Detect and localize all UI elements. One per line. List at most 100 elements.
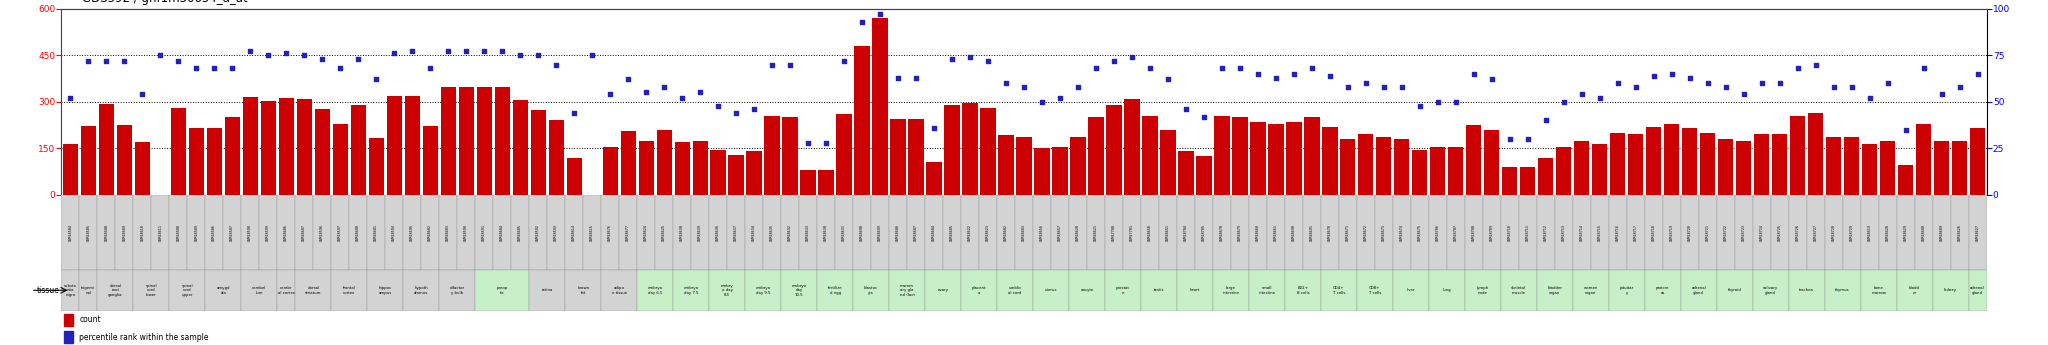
Point <box>127 91 160 97</box>
Bar <box>385 195 403 270</box>
Bar <box>1628 134 1642 195</box>
Text: GSM18602: GSM18602 <box>428 224 432 241</box>
Point <box>557 110 590 116</box>
Bar <box>854 270 889 310</box>
Text: GSM18673: GSM18673 <box>1382 224 1386 241</box>
Bar <box>1358 270 1393 310</box>
Bar <box>567 158 582 195</box>
Bar <box>207 128 221 195</box>
Text: GSM18719: GSM18719 <box>1669 224 1673 241</box>
Bar <box>1591 144 1608 195</box>
Text: GSM18594: GSM18594 <box>393 224 395 241</box>
Text: GSM18629: GSM18629 <box>1903 224 1907 241</box>
Text: GSM18598: GSM18598 <box>248 224 252 241</box>
Point <box>1962 71 1995 77</box>
Bar <box>1880 141 1894 195</box>
Bar <box>637 195 655 270</box>
Point <box>1026 99 1059 105</box>
Point <box>324 66 356 71</box>
Text: GSM18726: GSM18726 <box>1796 224 1800 241</box>
Text: umblic
al cord: umblic al cord <box>1008 286 1022 295</box>
Bar <box>1520 167 1536 195</box>
Bar <box>1573 195 1591 270</box>
Point <box>1368 84 1401 90</box>
Bar <box>1808 112 1823 195</box>
Text: GSM18686: GSM18686 <box>897 224 899 241</box>
Point <box>1458 71 1491 77</box>
Bar <box>459 87 473 195</box>
Point <box>1188 114 1221 119</box>
Bar <box>1788 195 1806 270</box>
Bar <box>1790 116 1804 195</box>
Bar <box>170 108 186 195</box>
Text: preop
tic: preop tic <box>496 286 508 295</box>
Bar <box>872 18 887 195</box>
Point <box>53 95 86 101</box>
Bar <box>422 126 438 195</box>
Text: spinal
cord
lower: spinal cord lower <box>145 284 158 297</box>
Bar <box>170 195 186 270</box>
Bar <box>799 195 817 270</box>
Point <box>180 66 213 71</box>
Bar <box>1194 195 1212 270</box>
Point <box>215 66 248 71</box>
Bar <box>369 138 383 195</box>
Bar <box>1178 195 1194 270</box>
Point <box>467 49 500 54</box>
Point <box>827 58 860 63</box>
Bar <box>1753 134 1769 195</box>
Bar <box>1358 134 1374 195</box>
Text: embryo
day 6.5: embryo day 6.5 <box>647 286 664 295</box>
Bar <box>1032 270 1069 310</box>
Bar <box>188 128 205 195</box>
Text: GSM18675: GSM18675 <box>1417 224 1421 241</box>
Bar <box>313 195 332 270</box>
Bar <box>315 109 330 195</box>
Bar <box>1286 122 1303 195</box>
Bar <box>1034 148 1051 195</box>
Text: GSM18638: GSM18638 <box>680 224 684 241</box>
Bar <box>1069 195 1087 270</box>
Text: count: count <box>80 315 100 325</box>
Bar <box>1051 195 1069 270</box>
Text: GSM18600: GSM18600 <box>356 224 360 241</box>
Bar <box>1178 270 1212 310</box>
Point <box>360 77 393 82</box>
Bar <box>926 195 942 270</box>
Point <box>1944 84 1976 90</box>
Text: GSM18604: GSM18604 <box>500 224 504 241</box>
Text: GSM18685: GSM18685 <box>950 224 954 241</box>
Bar <box>494 195 512 270</box>
Point <box>289 52 322 58</box>
Point <box>1260 75 1292 80</box>
Point <box>809 140 842 146</box>
Point <box>774 62 807 67</box>
Text: GSM18679: GSM18679 <box>1237 224 1241 241</box>
Text: GSM18623: GSM18623 <box>985 224 989 241</box>
Text: GSM18610: GSM18610 <box>141 224 145 241</box>
Bar <box>260 101 276 195</box>
Text: GSM18603: GSM18603 <box>446 224 451 241</box>
Bar <box>1106 105 1122 195</box>
Text: oocyte: oocyte <box>1081 288 1094 292</box>
Bar <box>942 195 961 270</box>
Text: CD4+
T cells: CD4+ T cells <box>1333 286 1346 295</box>
Point <box>1620 84 1653 90</box>
Text: GSM18709: GSM18709 <box>1489 224 1493 241</box>
Bar <box>1700 133 1716 195</box>
Text: GSM18626: GSM18626 <box>1958 224 1962 241</box>
Bar <box>727 195 745 270</box>
Bar <box>1501 195 1520 270</box>
Bar <box>332 124 348 195</box>
Point <box>1800 62 1833 67</box>
Text: GSM18633: GSM18633 <box>807 224 811 241</box>
Point <box>1565 91 1597 97</box>
Bar <box>80 270 98 310</box>
Bar <box>1339 195 1358 270</box>
Bar <box>963 103 977 195</box>
Bar <box>260 195 276 270</box>
Bar <box>1575 141 1589 195</box>
Bar <box>709 195 727 270</box>
Bar <box>1698 195 1716 270</box>
Bar <box>1321 270 1358 310</box>
